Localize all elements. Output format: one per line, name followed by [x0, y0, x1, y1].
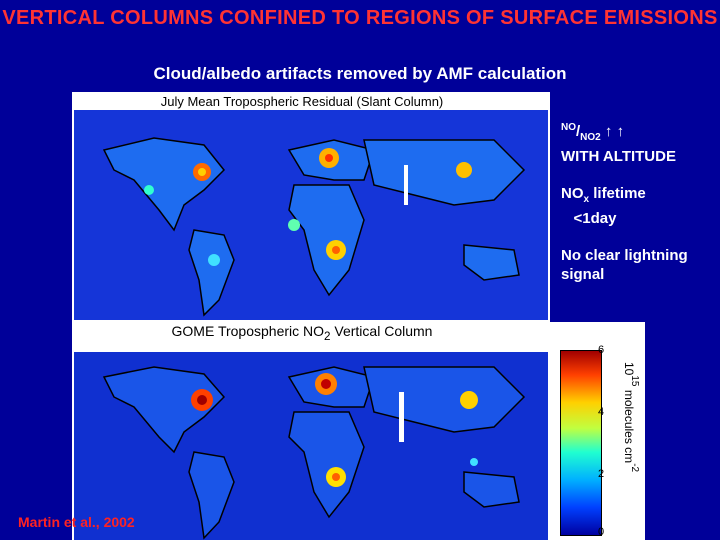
bottom-map-title: GOME Tropospheric NO2 Vertical Column [171, 323, 433, 343]
ratio-note: NO/NO2 ↑ ↑ WITH ALTITUDE [561, 122, 676, 165]
lifetime-note: NOx lifetime <1day [561, 185, 646, 227]
up-arrows-icon: ↑ ↑ [604, 123, 625, 140]
slide-subtitle: Cloud/albedo artifacts removed by AMF ca… [153, 64, 567, 83]
bottom-world-map [74, 352, 548, 540]
slide-title: VERTICAL COLUMNS CONFINED TO REGIONS OF … [2, 7, 718, 29]
side-notes: NO/NO2 ↑ ↑ WITH ALTITUDE NOx lifetime <1… [561, 118, 719, 302]
colorbar-tick: 6 [598, 344, 605, 356]
top-world-map [74, 110, 548, 320]
top-map-panel: July Mean Tropospheric Residual (Slant C… [72, 92, 550, 322]
colorbar-tick: 0 [598, 526, 605, 538]
colorbar-tick: 4 [598, 406, 605, 418]
bottom-map-panel: GOME Tropospheric NO2 Vertical Column [72, 322, 645, 540]
colorbar-legend: 6 4 2 0 1015 molecules cm-2 [550, 322, 645, 540]
colorbar-tick: 2 [598, 468, 605, 480]
lightning-note: No clear lightning signal [561, 247, 688, 283]
colorbar [560, 350, 602, 536]
top-map-title: July Mean Tropospheric Residual (Slant C… [160, 94, 444, 109]
colorbar-unit-label: 1015 molecules cm-2 [622, 362, 640, 473]
citation: Martin et al., 2002 [18, 514, 135, 530]
